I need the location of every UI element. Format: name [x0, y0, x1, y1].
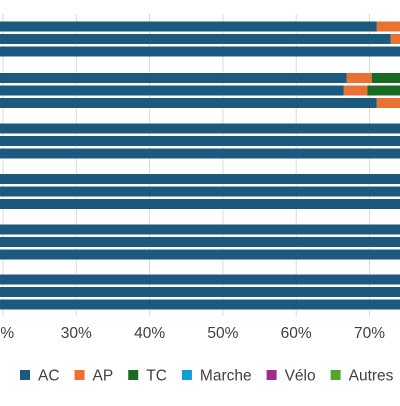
- bar-segment-ap: [343, 85, 368, 96]
- bar-segment-ac: [0, 274, 400, 285]
- bar-segment-ac: [0, 46, 400, 57]
- legend-label: AP: [93, 368, 114, 385]
- legend-item-ac: AC: [20, 368, 60, 385]
- legend-label: Autres: [349, 368, 394, 385]
- bar-segment-ac: [0, 98, 377, 108]
- bar-segment-ac: [0, 34, 391, 44]
- x-tick-label: 0%: [0, 325, 14, 342]
- gridlines: [2, 14, 370, 316]
- bar-segment-ac: [0, 21, 377, 32]
- legend-swatch: [266, 370, 277, 380]
- legend-item-tc: TC: [128, 368, 167, 385]
- bar-segment-tc: [367, 85, 400, 96]
- bar-segment-ac: [0, 136, 400, 146]
- x-tick-label: 60%: [281, 325, 312, 342]
- legend-swatch: [330, 370, 341, 380]
- bar-segment-ap: [376, 21, 400, 32]
- legend-swatch: [181, 370, 192, 380]
- legend-label: AC: [38, 368, 60, 385]
- x-tick-label: 40%: [134, 325, 165, 342]
- legend-item-autres: Autres: [330, 368, 394, 385]
- bar-segment-ac: [0, 85, 344, 96]
- bar-segment-ac: [0, 249, 400, 260]
- bars: [0, 21, 400, 310]
- legend-label: TC: [146, 368, 167, 385]
- legend-swatch: [74, 370, 85, 380]
- bar-segment-ap: [376, 98, 400, 108]
- bar-segment-ac: [0, 123, 400, 134]
- bar-segment-ac: [0, 174, 400, 184]
- bar-segment-ac: [0, 199, 400, 209]
- legend-item-velo: Vélo: [266, 368, 316, 385]
- x-tick-label: 50%: [207, 325, 238, 342]
- bar-segment-ac: [0, 73, 347, 83]
- bar-segment-ac: [0, 148, 400, 159]
- legend-label: Marche: [200, 368, 252, 385]
- legend-label: Vélo: [285, 368, 316, 385]
- legend-item-marche: Marche: [181, 368, 252, 385]
- bar-segment-ac: [0, 224, 400, 235]
- bar-segment-tc: [371, 73, 400, 83]
- bar-segment-ac: [0, 287, 400, 297]
- x-tick-label: 30%: [61, 325, 92, 342]
- legend-item-ap: AP: [74, 368, 114, 385]
- bar-segment-ac: [0, 186, 400, 197]
- bar-segment-ap: [390, 34, 400, 44]
- x-tick-label: 70%: [354, 325, 385, 342]
- bar-segment-ac: [0, 237, 400, 247]
- legend-swatch: [20, 370, 30, 380]
- bar-segment-ac: [0, 299, 400, 310]
- bar-segment-ap: [346, 73, 372, 83]
- legend-swatch: [128, 370, 139, 380]
- x-axis-ticks: 0% 30% 40% 50% 60% 70%: [0, 325, 385, 342]
- legend: AC AP TC Marche Vélo Autres: [20, 368, 394, 385]
